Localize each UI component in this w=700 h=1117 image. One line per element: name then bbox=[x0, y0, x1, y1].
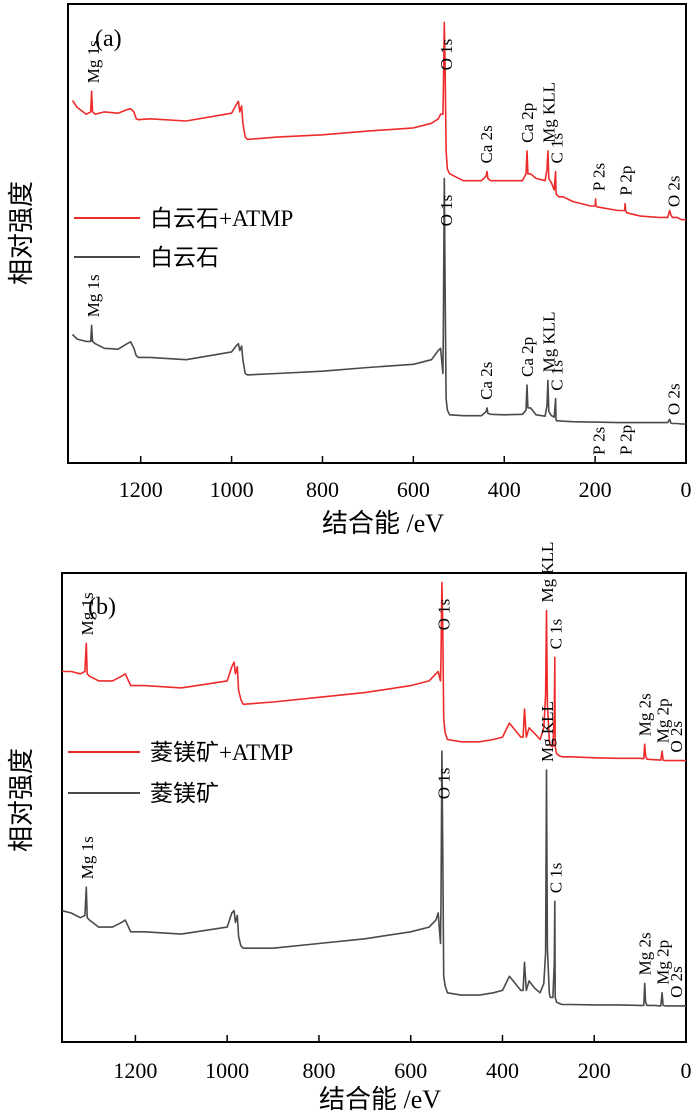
peak-label-c-1s: C 1s bbox=[547, 133, 566, 164]
peak-label-o-1s: O 1s bbox=[437, 195, 456, 227]
peak-label-p-2p: P 2p bbox=[617, 166, 636, 196]
peak-label-mg-2s: Mg 2s bbox=[636, 932, 655, 975]
x-tick-label: 0 bbox=[681, 1058, 692, 1083]
peak-label-ca-2p: Ca 2p bbox=[518, 337, 537, 377]
plot-frame bbox=[67, 3, 687, 464]
peak-label-mg-1s: Mg 1s bbox=[84, 274, 103, 317]
peak-label-mg-2s: Mg 2s bbox=[636, 693, 655, 736]
x-tick-label: 600 bbox=[397, 477, 430, 502]
peak-label-ca-2s: Ca 2s bbox=[477, 362, 496, 400]
peak-label-mg-1s: Mg 1s bbox=[84, 40, 103, 83]
plot-frame bbox=[61, 572, 687, 1043]
x-tick-label: 0 bbox=[681, 477, 692, 502]
peak-label-o-2s: O 2s bbox=[667, 966, 686, 998]
panel-label: (b) bbox=[88, 594, 116, 620]
x-tick-label: 600 bbox=[394, 1058, 427, 1083]
peak-label-o-1s: O 1s bbox=[435, 599, 454, 631]
y-axis-title: 相对强度 bbox=[7, 181, 36, 285]
peak-label-c-1s: C 1s bbox=[547, 360, 566, 391]
series-line-untreated bbox=[71, 177, 686, 425]
peak-label-mg-1s: Mg 1s bbox=[78, 836, 97, 879]
peak-label-ca-2s: Ca 2s bbox=[477, 125, 496, 163]
peak-label-p-2p: P 2p bbox=[617, 425, 636, 455]
x-axis-title: 结合能 /eV bbox=[322, 509, 444, 538]
peak-label-mg-1s: Mg 1s bbox=[78, 592, 97, 635]
peak-label-o-1s: O 1s bbox=[437, 39, 456, 71]
x-tick-label: 1000 bbox=[205, 1058, 249, 1083]
peak-label-o-2s: O 2s bbox=[664, 175, 683, 207]
panel-label: (a) bbox=[95, 26, 122, 52]
peak-label-o-1s: O 1s bbox=[435, 768, 454, 800]
series-line-treated bbox=[62, 581, 686, 762]
x-tick-label: 1200 bbox=[113, 1058, 157, 1083]
legend-label: 菱镁矿 bbox=[150, 781, 219, 806]
peak-label-c-1s: C 1s bbox=[547, 863, 566, 894]
x-tick-label: 800 bbox=[302, 1058, 335, 1083]
legend-label: 白云石+ATMP bbox=[150, 206, 293, 231]
peak-label-ca-2p: Ca 2p bbox=[518, 103, 537, 143]
peak-label-p-2s: P 2s bbox=[589, 427, 608, 455]
panel-a: 1200 1000 800 600 400 200 0 结合能 /eV 相对强度 (a) 白云石+A… bbox=[7, 3, 692, 538]
y-axis-title: 相对强度 bbox=[7, 748, 36, 852]
panel-b: 1200 1000 800 600 400 200 0 结合能 /eV 相对强度 (b) 菱镁矿+A… bbox=[7, 542, 692, 1114]
peak-label-mg-kll: Mg KLL bbox=[539, 311, 558, 372]
peak-label-mg-kll: Mg KLL bbox=[538, 542, 557, 603]
x-axis-title: 结合能 /eV bbox=[319, 1085, 441, 1114]
peak-label-mg-2p: Mg 2p bbox=[654, 940, 673, 985]
series-line-treated bbox=[71, 21, 686, 221]
peak-label-p-2s: P 2s bbox=[589, 163, 608, 191]
legend-label: 菱镁矿+ATMP bbox=[150, 740, 293, 765]
x-tick-label: 400 bbox=[486, 1058, 519, 1083]
peak-label-mg-2p: Mg 2p bbox=[654, 698, 673, 743]
series-line-untreated bbox=[61, 750, 686, 1007]
peak-label-mg-kll: Mg KLL bbox=[538, 701, 557, 762]
x-tick-label: 1200 bbox=[119, 477, 163, 502]
peak-label-o-2s: O 2s bbox=[667, 721, 686, 753]
x-tick-label: 1000 bbox=[210, 477, 254, 502]
legend-label: 白云石 bbox=[150, 245, 219, 270]
peak-label-mg-kll: Mg KLL bbox=[539, 82, 558, 143]
x-tick-label: 200 bbox=[578, 1058, 611, 1083]
x-tick-label: 400 bbox=[488, 477, 521, 502]
x-tick-label: 800 bbox=[306, 477, 339, 502]
x-tick-label: 200 bbox=[579, 477, 612, 502]
peak-label-o-2s: O 2s bbox=[664, 383, 683, 415]
peak-label-c-1s: C 1s bbox=[547, 619, 566, 650]
